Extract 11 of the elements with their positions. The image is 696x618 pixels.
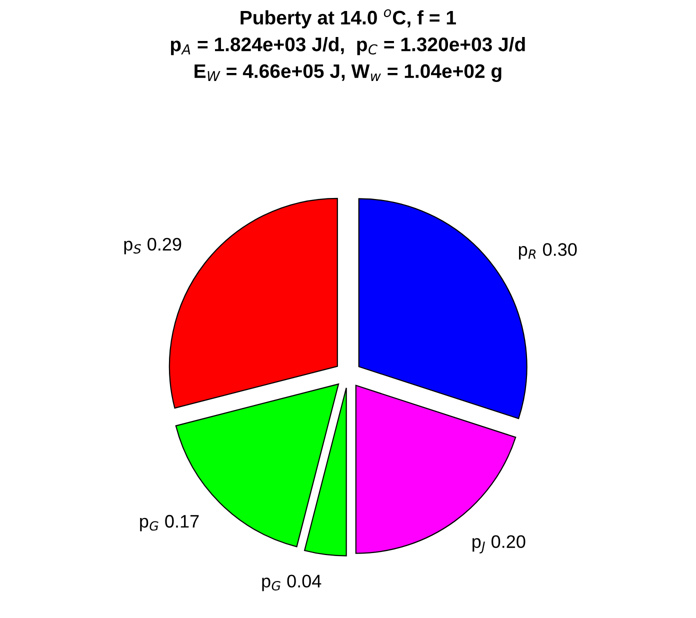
data-label: 0.20: [492, 535, 526, 548]
slice-label: p$_{S}$: [124, 240, 141, 254]
data-label: 0.30: [543, 243, 577, 256]
data-label: 0.04: [287, 574, 322, 588]
slice-label: p$_{R}$: [518, 246, 536, 260]
slice-label: p$_{J}$: [472, 538, 485, 554]
slice-label: p$_{G}$: [140, 518, 158, 532]
data-label: 0.17: [165, 514, 199, 528]
slice-label: p$_{G}$: [262, 578, 280, 592]
chart-title: Puberty at 14.0 $^{o}$C, f = 1 p$_{A}$ = 1.824e+03 J/d, p$_{C}$ = 1.320e+03 J/d E$_{W}$ = 4.66e+05 J, W$_{w}$ = 1.04e+02 g: [170, 9, 525, 82]
data-label: 0.29: [148, 238, 182, 251]
